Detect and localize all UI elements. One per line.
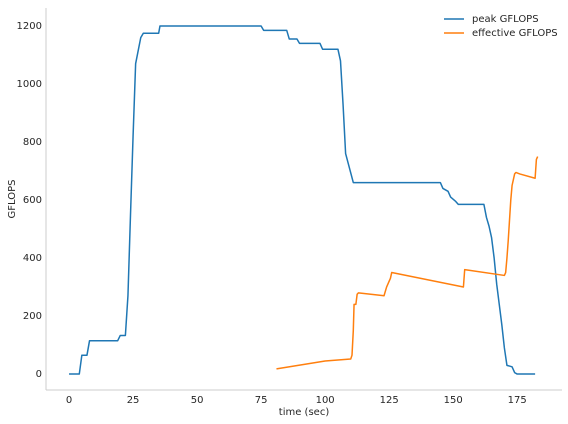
y-tick-label: 600 <box>23 195 42 206</box>
legend-label: peak GFLOPS <box>472 14 539 25</box>
y-tick-label: 400 <box>23 253 42 264</box>
x-tick-label: 125 <box>380 395 399 406</box>
x-tick-label: 175 <box>508 395 527 406</box>
y-tick-label: 200 <box>23 311 42 322</box>
y-tick-label: 800 <box>23 137 42 148</box>
y-tick-label: 1200 <box>17 21 42 32</box>
x-tick-label: 150 <box>444 395 463 406</box>
y-tick-label: 1000 <box>17 79 42 90</box>
x-tick-label: 100 <box>316 395 335 406</box>
y-tick-label: 0 <box>36 369 42 380</box>
x-tick-label: 25 <box>127 395 140 406</box>
x-axis-label: time (sec) <box>279 407 330 418</box>
x-tick-label: 50 <box>191 395 204 406</box>
legend-label: effective GFLOPS <box>472 28 558 39</box>
y-axis-label: GFLOPS <box>7 180 18 219</box>
x-tick-label: 0 <box>66 395 72 406</box>
x-tick-label: 75 <box>255 395 268 406</box>
line <box>69 25 536 375</box>
line <box>276 156 539 370</box>
